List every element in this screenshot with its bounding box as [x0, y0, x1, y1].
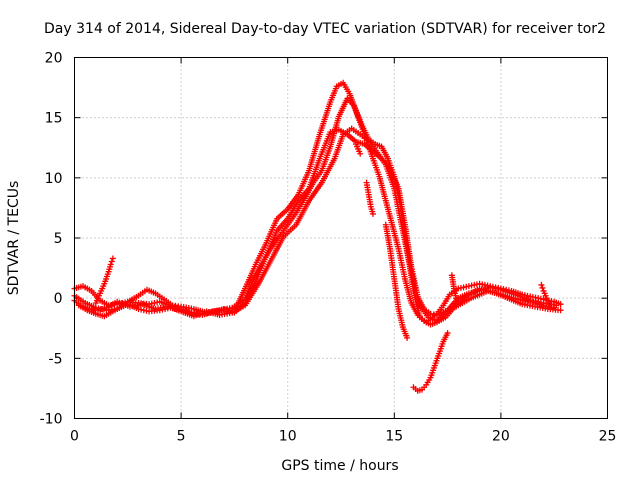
data-point-marker — [369, 210, 376, 217]
y-tick-label: -5 — [49, 351, 63, 367]
x-tick-label: 20 — [492, 429, 510, 445]
y-tick-label: 15 — [45, 111, 63, 127]
data-point-marker — [546, 301, 553, 308]
x-tick-label: 15 — [385, 429, 403, 445]
data-point-marker — [539, 284, 546, 291]
y-tick-label: 0 — [54, 291, 63, 307]
data-point-marker — [453, 295, 460, 302]
y-axis-label: SDTVAR / TECUs — [6, 181, 22, 296]
x-axis-label: GPS time / hours — [281, 458, 398, 474]
axis-ticks: 0 5 10 15 20 25 -10 -5 0 5 10 15 20 — [40, 51, 617, 445]
y-tick-label: 10 — [45, 171, 63, 187]
x-tick-label: 0 — [70, 429, 79, 445]
x-tick-label: 25 — [599, 429, 617, 445]
data-point-marker — [557, 301, 564, 308]
chart-title: Day 314 of 2014, Sidereal Day-to-day VTE… — [44, 21, 606, 37]
y-tick-label: 5 — [54, 231, 63, 247]
data-point-marker — [108, 258, 115, 265]
plot-frame — [74, 57, 608, 419]
data-point-marker — [553, 302, 560, 309]
data-point-marker — [109, 255, 116, 262]
data-point-marker — [538, 281, 545, 288]
data-point-marker — [404, 334, 411, 341]
x-tick-label: 10 — [279, 429, 297, 445]
y-tick-label: 20 — [45, 51, 63, 67]
data-point-marker — [444, 330, 451, 337]
y-tick-label: -10 — [40, 412, 63, 428]
data-point-marker — [557, 307, 564, 314]
data-point-marker — [544, 297, 551, 304]
data-point-marker — [357, 150, 364, 157]
x-tick-label: 5 — [177, 429, 186, 445]
data-points — [71, 79, 564, 394]
data-point-marker — [107, 261, 114, 268]
